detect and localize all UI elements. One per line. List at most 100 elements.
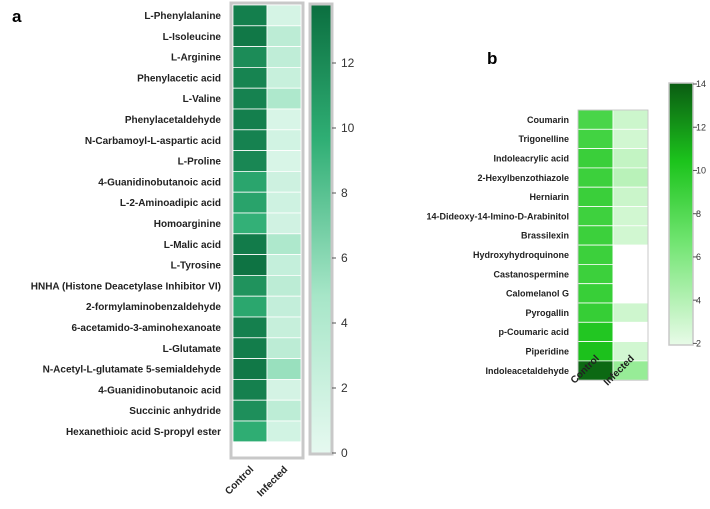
heatmap-cell-infected xyxy=(266,233,302,256)
heatmap-cell-infected xyxy=(612,225,649,246)
row-label: 14-Dideoxy-14-Imino-D-Arabinitol xyxy=(426,211,569,221)
panel-a-heatmap-cells xyxy=(232,4,302,443)
heatmap-cell-control xyxy=(232,420,268,443)
row-label: L-Malic acid xyxy=(164,240,221,251)
colorbar-tick-label: 6 xyxy=(696,252,701,262)
heatmap-cell-infected xyxy=(266,87,302,110)
heatmap-cell-infected xyxy=(612,321,649,342)
row-label: L-Isoleucine xyxy=(163,32,222,43)
heatmap-cell-infected xyxy=(266,420,302,443)
heatmap-cell-control xyxy=(577,244,614,265)
heatmap-cell-infected xyxy=(266,254,302,276)
heatmap-cell-infected xyxy=(266,191,302,214)
row-label: Pyrogallin xyxy=(525,308,569,318)
heatmap-cell-infected xyxy=(612,283,649,304)
heatmap-cell-infected xyxy=(266,129,302,152)
row-label: Homoarginine xyxy=(154,219,222,230)
row-label: L-Tyrosine xyxy=(171,261,222,272)
colorbar-tick-label: 14 xyxy=(696,79,706,89)
heatmap-cell-infected xyxy=(612,186,649,207)
heatmap-cell-control xyxy=(577,206,614,227)
colorbar-tick-label: 0 xyxy=(341,446,348,460)
heatmap-cell-infected xyxy=(612,109,649,130)
row-label: L-Arginine xyxy=(171,53,221,64)
heatmap-cell-control xyxy=(577,283,614,304)
heatmap-cell-infected xyxy=(266,4,302,27)
column-label-control: Control xyxy=(223,464,256,497)
row-label: L-Valine xyxy=(183,94,222,105)
heatmap-cell-infected xyxy=(266,170,302,193)
row-label: 6-acetamido-3-aminohexanoate xyxy=(72,323,222,334)
colorbar-tick-label: 6 xyxy=(341,251,348,265)
heatmap-cell-infected xyxy=(612,244,649,265)
heatmap-cell-infected xyxy=(266,316,302,339)
row-label: L-Phenylalanine xyxy=(144,11,221,22)
row-label: Castanospermine xyxy=(493,269,569,279)
heatmap-cell-infected xyxy=(266,295,302,318)
heatmap-cell-infected xyxy=(266,337,302,359)
heatmap-cell-control xyxy=(232,358,268,380)
heatmap-cell-control xyxy=(232,212,268,235)
heatmap-cell-control xyxy=(232,46,268,68)
heatmap-cell-control xyxy=(232,295,268,318)
heatmap-cell-infected xyxy=(266,46,302,68)
heatmap-cell-control xyxy=(232,337,268,359)
colorbar-tick-label: 2 xyxy=(696,339,701,349)
panel-b-colorbar-gradient xyxy=(668,82,694,346)
panel-a: a L-Phenylalanine L-Isoleucine L-Arginine P… xyxy=(12,1,355,499)
heatmap-cell-infected xyxy=(612,128,649,150)
row-label: Trigonelline xyxy=(518,134,569,144)
row-label: Herniarin xyxy=(529,192,569,202)
heatmap-cell-control xyxy=(577,109,614,130)
panel-a-heatmap-frame xyxy=(229,1,305,460)
heatmap-cell-infected xyxy=(612,148,649,169)
heatmap-cell-control xyxy=(232,108,268,131)
heatmap-cell-control xyxy=(577,167,614,188)
heatmap-cell-infected xyxy=(612,263,649,285)
colorbar-tick-label: 12 xyxy=(341,56,355,70)
row-label: Piperidine xyxy=(525,346,569,356)
panel-a-colorbar-gradient xyxy=(308,2,334,456)
panel-a-colorbar: 0 2 4 6 8 10 12 xyxy=(308,2,355,460)
row-label: HNHA (Histone Deacetylase Inhibitor VI) xyxy=(31,281,221,292)
heatmap-cell-control xyxy=(232,150,268,172)
heatmap-cell-infected xyxy=(266,108,302,131)
row-label: Succinic anhydride xyxy=(129,406,221,417)
heatmap-cell-infected xyxy=(612,167,649,188)
colorbar-tick-label: 10 xyxy=(341,121,355,135)
heatmap-cell-control xyxy=(232,67,268,89)
heatmap-cell-control xyxy=(232,191,268,214)
heatmap-cell-infected xyxy=(266,358,302,380)
panel-b: b Coumarin Trigonelline Indoleacrylic acid… xyxy=(426,49,706,388)
heatmap-cell-infected xyxy=(266,378,302,401)
row-label: N-Acetyl-L-glutamate 5-semialdehyde xyxy=(43,365,222,376)
heatmap-cell-control xyxy=(232,399,268,422)
heatmap-cell-control xyxy=(232,316,268,339)
colorbar-tick-label: 8 xyxy=(341,186,348,200)
heatmap-cell-control xyxy=(232,233,268,256)
row-label: Phenylacetic acid xyxy=(137,73,221,84)
row-label: Indoleacrylic acid xyxy=(493,153,569,163)
colorbar-tick-label: 10 xyxy=(696,166,706,176)
heatmap-cell-control xyxy=(577,128,614,150)
heatmap-cell-control xyxy=(577,321,614,342)
panel-b-heatmap-cells xyxy=(577,109,649,381)
row-label: L-Glutamate xyxy=(163,344,222,355)
row-label: 4-Guanidinobutanoic acid xyxy=(98,385,221,396)
row-label: Indoleacetaldehyde xyxy=(485,366,569,376)
heatmap-cell-infected xyxy=(612,206,649,227)
row-label: L-2-Aminoadipic acid xyxy=(120,198,221,209)
panel-b-label: b xyxy=(487,49,497,68)
heatmap-cell-infected xyxy=(266,399,302,422)
heatmap-cell-control xyxy=(232,274,268,297)
heatmap-cell-infected xyxy=(266,150,302,172)
heatmap-cell-control xyxy=(232,87,268,110)
heatmap-cell-control xyxy=(577,186,614,207)
heatmap-cell-infected xyxy=(266,212,302,235)
heatmap-cell-control xyxy=(232,25,268,47)
heatmap-cell-infected xyxy=(266,67,302,89)
row-label: p-Coumaric acid xyxy=(498,327,569,337)
row-label: Coumarin xyxy=(527,115,569,125)
colorbar-tick-label: 12 xyxy=(696,122,706,132)
